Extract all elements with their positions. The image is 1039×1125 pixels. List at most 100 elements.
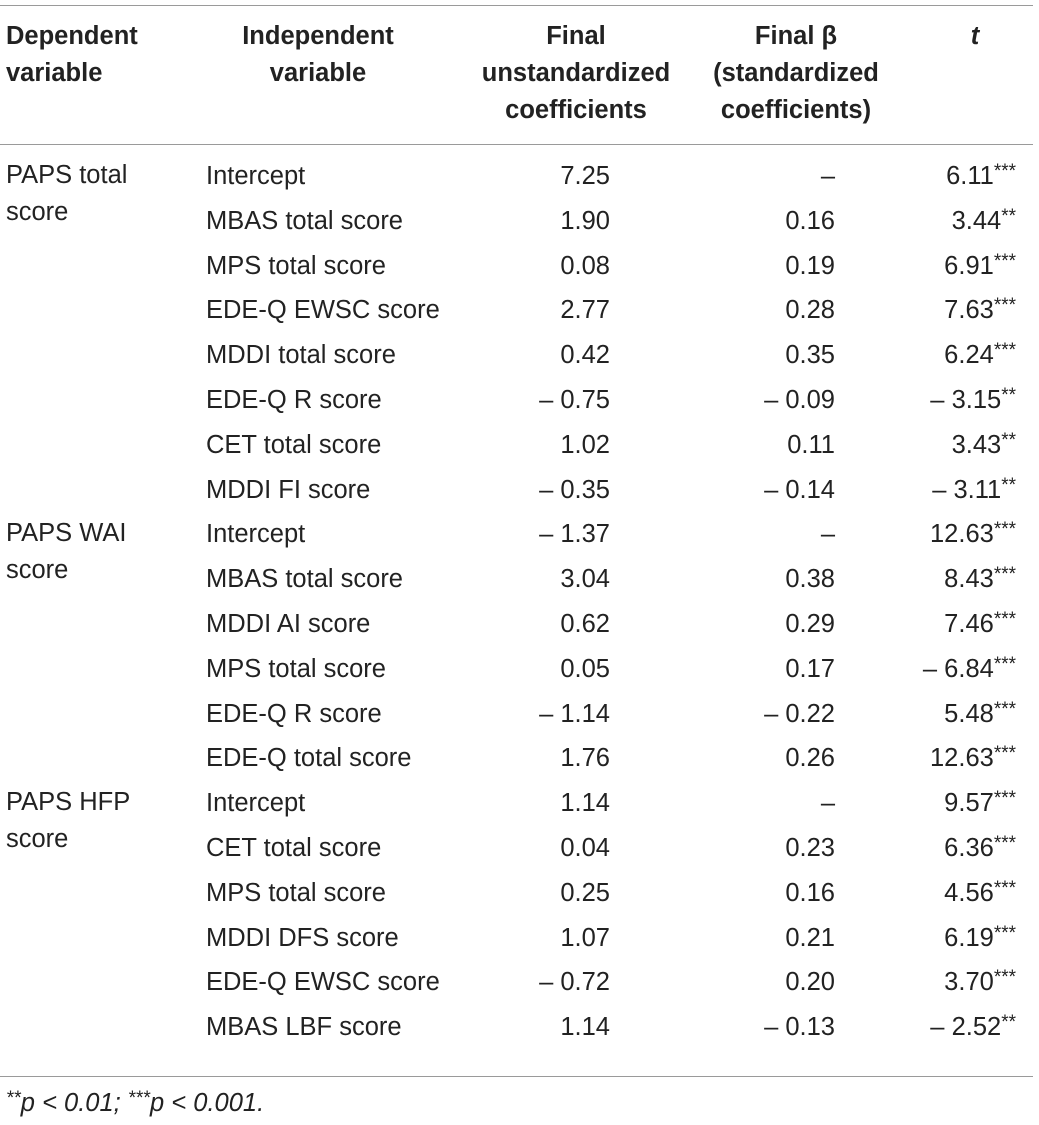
- unstandardized-coefficient-cell: – 0.35: [539, 475, 610, 504]
- unstandardized-coefficient-cell: 2.77: [560, 296, 610, 325]
- t-value: – 3.15: [930, 386, 1002, 414]
- t-value: 8.43: [944, 565, 994, 594]
- t-value: 4.56: [944, 878, 994, 907]
- header-independent-line-2: variable: [269, 59, 367, 87]
- unstandardized-coefficient-cell: 0.25: [560, 878, 610, 907]
- header-dependent-line-1: Dependent: [6, 22, 138, 50]
- independent-variable-cell: MBAS total score: [206, 565, 403, 594]
- standardized-coefficient-cell: – 0.14: [764, 475, 835, 504]
- t-value: – 6.84: [922, 654, 994, 683]
- t-value: 7.46: [944, 610, 994, 638]
- standardized-coefficient-cell: 0.20: [785, 968, 835, 997]
- header-independent-line-1: Independent: [242, 22, 394, 50]
- independent-variable-cell: MDDI FI score: [206, 475, 371, 504]
- significance-stars: **: [1001, 205, 1016, 227]
- footnote-stars-2: ***: [127, 1088, 151, 1109]
- standardized-coefficient-cell: – 0.09: [764, 386, 835, 414]
- t-value: 6.19: [944, 923, 994, 952]
- independent-variable-cell: EDE-Q total score: [206, 744, 412, 773]
- significance-stars: ***: [993, 564, 1016, 586]
- t-statistic-cell: 3.43**: [840, 426, 1016, 467]
- t-statistic-cell: 7.46***: [840, 605, 1016, 646]
- t-statistic-cell: 3.70***: [840, 963, 1016, 1004]
- footnote-stars-1: **: [6, 1088, 21, 1109]
- header-unstandardized-line-2: unstandardized: [481, 59, 671, 87]
- significance-stars: **: [1001, 429, 1016, 451]
- standardized-coefficient-cell: 0.28: [785, 296, 835, 325]
- header-dependent-line-2: variable: [6, 59, 103, 87]
- footnote-text-2: p < 0.001.: [150, 1089, 265, 1117]
- independent-variable-cell: MPS total score: [206, 654, 386, 683]
- t-statistic-cell: 6.36***: [840, 829, 1016, 870]
- unstandardized-coefficient-cell: 0.05: [560, 654, 610, 683]
- table-top-rule: [0, 5, 1033, 6]
- unstandardized-coefficient-cell: 0.42: [560, 341, 610, 370]
- header-divider-rule: [0, 144, 1033, 145]
- header-standardized-line-3: coefficients): [720, 96, 872, 124]
- independent-variable-cell: EDE-Q EWSC score: [206, 296, 440, 325]
- standardized-coefficient-cell: 0.17: [785, 654, 835, 683]
- independent-variable-cell: EDE-Q R score: [206, 386, 382, 414]
- header-t-statistic: t: [940, 18, 1010, 55]
- standardized-coefficient-cell: –: [820, 789, 835, 818]
- independent-variable-cell: EDE-Q R score: [206, 699, 382, 728]
- significance-stars: ***: [993, 653, 1016, 675]
- t-value: – 3.11: [932, 475, 1002, 504]
- t-statistic-cell: 6.11***: [840, 157, 1016, 198]
- header-unstandardized-coefficients: Final unstandardized coefficients: [466, 18, 686, 129]
- dependent-variable-cell: PAPS HFP score: [6, 788, 130, 854]
- t-statistic-cell: 5.48***: [840, 695, 1016, 736]
- unstandardized-coefficient-cell: 1.14: [560, 1013, 610, 1042]
- significance-stars: ***: [993, 788, 1016, 810]
- unstandardized-coefficient-cell: 0.04: [560, 834, 610, 862]
- t-statistic-cell: – 6.84***: [840, 650, 1016, 691]
- t-statistic-cell: 7.63***: [840, 291, 1016, 332]
- significance-stars: ***: [993, 743, 1016, 765]
- unstandardized-coefficient-cell: 0.08: [560, 251, 610, 280]
- unstandardized-coefficient-cell: 1.07: [560, 923, 610, 952]
- header-unstandardized-line-1: Final: [546, 22, 606, 50]
- t-statistic-cell: 12.63***: [840, 515, 1016, 556]
- header-standardized-line-1: Final β: [754, 22, 838, 50]
- significance-stars: ***: [993, 340, 1016, 362]
- table-footnote: **p < 0.01; ***p < 0.001.: [6, 1084, 264, 1125]
- t-value: 9.57: [944, 789, 994, 818]
- table-bottom-rule: [0, 1076, 1033, 1077]
- unstandardized-coefficient-cell: 1.90: [560, 206, 610, 235]
- standardized-coefficient-cell: 0.16: [785, 878, 835, 907]
- standardized-coefficient-cell: – 0.22: [764, 699, 835, 728]
- t-value: 6.91: [944, 251, 994, 280]
- standardized-coefficient-cell: –: [820, 520, 835, 549]
- unstandardized-coefficient-cell: 1.02: [560, 430, 610, 459]
- t-value: 12.63: [930, 744, 994, 773]
- significance-stars: ***: [993, 698, 1016, 720]
- standardized-coefficient-cell: 0.11: [787, 430, 835, 459]
- significance-stars: ***: [993, 922, 1016, 944]
- significance-stars: ***: [993, 519, 1016, 541]
- unstandardized-coefficient-cell: 0.62: [560, 610, 610, 638]
- t-value: – 2.52: [930, 1013, 1002, 1042]
- t-value: 3.70: [944, 968, 994, 997]
- significance-stars: **: [1001, 1012, 1016, 1034]
- standardized-coefficient-cell: 0.29: [785, 610, 835, 638]
- standardized-coefficient-cell: 0.23: [785, 834, 835, 862]
- t-value: 12.63: [930, 520, 994, 549]
- t-statistic-cell: 6.24***: [840, 336, 1016, 377]
- significance-stars: ***: [993, 250, 1016, 272]
- unstandardized-coefficient-cell: 1.76: [560, 744, 610, 773]
- footnote-text-1: p < 0.01;: [20, 1089, 128, 1117]
- t-value: 6.24: [944, 341, 994, 370]
- t-value: 5.48: [944, 699, 994, 728]
- unstandardized-coefficient-cell: – 0.72: [539, 968, 610, 997]
- header-standardized-line-2: (standardized: [713, 59, 879, 87]
- t-statistic-cell: 8.43***: [840, 560, 1016, 601]
- standardized-coefficient-cell: 0.26: [785, 744, 835, 773]
- standardized-coefficient-cell: 0.38: [785, 565, 835, 594]
- t-value: 6.11: [946, 162, 994, 190]
- dependent-variable-cell: PAPS total score: [6, 161, 128, 226]
- standardized-coefficient-cell: – 0.13: [764, 1013, 835, 1042]
- t-statistic-cell: – 3.11**: [840, 471, 1016, 512]
- t-value: 6.36: [944, 834, 994, 862]
- independent-variable-cell: MPS total score: [206, 878, 386, 907]
- independent-variable-cell: MDDI DFS score: [206, 923, 399, 952]
